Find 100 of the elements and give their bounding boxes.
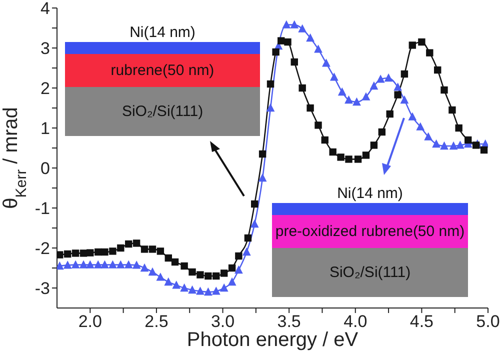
point [132, 240, 140, 247]
point [156, 272, 165, 281]
point [220, 283, 228, 292]
x-axis-title: Photon energy / eV [186, 329, 359, 351]
point [354, 156, 362, 163]
point [242, 247, 251, 256]
point [362, 152, 370, 159]
point [394, 91, 402, 98]
y-tick-label: 1 [40, 119, 50, 138]
point [370, 81, 378, 90]
point [109, 248, 116, 255]
point [338, 87, 346, 96]
point [284, 38, 292, 46]
point [63, 260, 72, 269]
point [278, 37, 285, 44]
point [400, 70, 408, 78]
point [344, 95, 353, 104]
point [455, 124, 462, 132]
point [171, 258, 179, 266]
point [148, 246, 156, 253]
annotation: pre-oxidized rubrene(50 nm) [272, 215, 468, 248]
point [250, 200, 258, 208]
point [79, 260, 88, 268]
x-tick-label: 2.5 [144, 312, 168, 332]
x-tick-label: 3.5 [277, 312, 301, 332]
point [228, 264, 236, 272]
point [258, 173, 267, 182]
point [337, 154, 344, 161]
point [306, 33, 314, 42]
point [156, 248, 164, 255]
point [250, 219, 259, 228]
point [472, 142, 480, 149]
x-tick-label: 5.0 [476, 312, 500, 332]
point [101, 248, 108, 256]
point [164, 254, 172, 262]
point [298, 24, 307, 32]
point [266, 80, 274, 88]
x-tick-label: 4.0 [344, 312, 368, 332]
point [258, 150, 266, 158]
point [330, 72, 338, 81]
point [125, 240, 132, 248]
point [322, 58, 330, 67]
point [220, 270, 228, 277]
point [204, 287, 212, 296]
y-tick-label: 4 [40, 0, 50, 18]
point [456, 140, 464, 149]
point [212, 286, 220, 295]
point [290, 58, 298, 66]
point [376, 74, 385, 83]
point [370, 142, 378, 149]
point [180, 262, 188, 270]
y-tick-label: 2 [40, 79, 50, 98]
point [64, 250, 72, 258]
point [124, 260, 133, 268]
point [362, 92, 370, 100]
point [321, 136, 328, 144]
point [57, 251, 64, 258]
point [188, 285, 196, 294]
point [172, 280, 181, 289]
point [464, 136, 472, 144]
point [400, 95, 409, 104]
point [345, 156, 352, 163]
y-tick-label: -2 [34, 239, 50, 258]
point [432, 139, 440, 148]
point [266, 103, 275, 112]
point [180, 283, 189, 292]
annotation: SiO₂/Si(111) [65, 87, 260, 136]
point [449, 141, 458, 150]
x-tick-label: 3.0 [210, 312, 235, 332]
point [384, 73, 393, 82]
point [352, 97, 361, 106]
point [164, 277, 173, 286]
point [408, 112, 417, 120]
point [440, 86, 448, 94]
point [140, 263, 149, 272]
y-tick-label: 3 [40, 39, 50, 58]
point [188, 268, 196, 276]
point [117, 244, 124, 252]
point [424, 132, 433, 140]
point [440, 141, 448, 150]
point [86, 249, 94, 256]
point [329, 148, 336, 156]
point [196, 286, 204, 295]
point [416, 122, 425, 130]
annotation: Ni(14 nm) [336, 185, 404, 203]
point [100, 260, 109, 268]
point [86, 260, 94, 268]
y-tick-label: 0 [40, 159, 50, 178]
point [108, 260, 117, 268]
layer-stack-diagram: Ni(14 nm) pre-oxidized rubrene(50 nm) SiO₂/Si(111) [272, 185, 468, 297]
point [282, 20, 291, 28]
point [212, 272, 220, 280]
point [448, 106, 456, 114]
point [148, 267, 157, 276]
point [228, 277, 236, 286]
point [72, 250, 80, 257]
point [272, 48, 280, 56]
point [306, 104, 314, 112]
point [386, 110, 394, 118]
point [480, 146, 488, 154]
